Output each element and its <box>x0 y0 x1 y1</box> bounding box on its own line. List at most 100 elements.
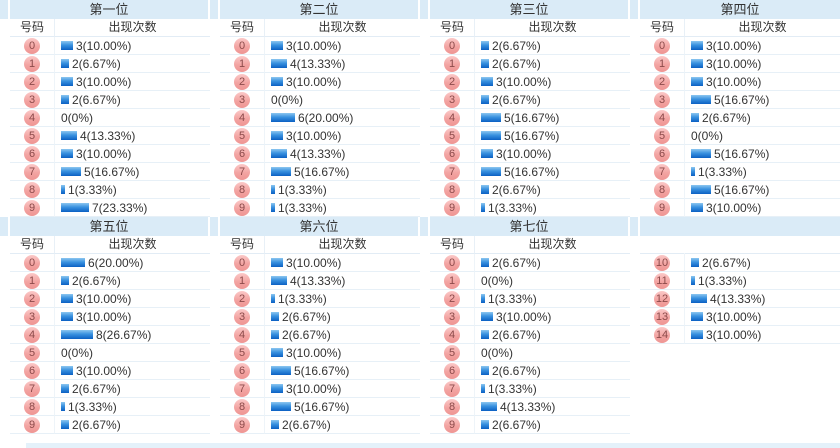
number-column-header: 号码 <box>220 19 265 37</box>
row-spacer <box>0 145 10 163</box>
frequency-label: 3(10.00%) <box>76 74 132 89</box>
count-cell: 2(6.67%) <box>475 362 630 380</box>
frequency-label: 2(6.67%) <box>282 417 331 432</box>
number-row: 8 1(3.33%) <box>210 181 420 199</box>
row-spacer <box>420 199 430 217</box>
section-title-row: 第一位 <box>0 0 210 19</box>
count-cell: 2(6.67%) <box>685 109 840 127</box>
count-cell: 3(10.00%) <box>685 55 840 73</box>
count-cell: 3(10.00%) <box>265 344 420 362</box>
number-cell: 6 <box>430 145 475 163</box>
frequency-bar <box>691 113 699 122</box>
header-spacer <box>210 236 220 254</box>
row-spacer <box>210 199 220 217</box>
number-ball: 5 <box>24 344 40 361</box>
number-ball: 4 <box>24 109 40 126</box>
number-ball: 8 <box>654 181 670 198</box>
row-spacer <box>210 37 220 55</box>
section-header-row: 号码 出现次数 <box>210 19 420 37</box>
row-spacer <box>0 127 10 145</box>
row-spacer <box>420 127 430 145</box>
count-cell: 3(10.00%) <box>55 362 210 380</box>
frequency-label: 0(0%) <box>61 345 94 360</box>
frequency-label: 2(6.67%) <box>72 381 121 396</box>
number-row: 0 3(10.00%) <box>210 254 420 272</box>
count-cell: 5(16.67%) <box>55 163 210 181</box>
number-cell: 4 <box>430 326 475 344</box>
row-spacer <box>210 73 220 91</box>
frequency-bar <box>691 294 707 303</box>
number-row: 7 2(6.67%) <box>0 380 210 398</box>
number-ball: 1 <box>234 55 250 72</box>
number-cell: 14 <box>640 326 685 344</box>
number-cell: 9 <box>430 416 475 434</box>
row-spacer <box>630 163 640 181</box>
section-title-row: 第七位 <box>420 217 630 236</box>
number-ball: 4 <box>234 326 250 343</box>
frequency-label: 1(3.33%) <box>278 182 327 197</box>
count-cell: 0(0%) <box>685 127 840 145</box>
frequency-label: 2(6.67%) <box>492 363 541 378</box>
row-spacer <box>630 272 640 290</box>
frequency-bar <box>61 258 85 267</box>
frequency-bar <box>61 294 73 303</box>
frequency-bar <box>481 203 485 212</box>
frequency-bar <box>61 167 81 176</box>
count-cell: 1(3.33%) <box>475 290 630 308</box>
number-column-header: 号码 <box>10 19 55 37</box>
number-cell: 4 <box>220 109 265 127</box>
frequency-label: 3(10.00%) <box>76 146 132 161</box>
count-cell: 2(6.67%) <box>265 326 420 344</box>
frequency-label: 1(3.33%) <box>488 291 537 306</box>
frequency-label: 2(6.67%) <box>492 92 541 107</box>
number-ball: 5 <box>234 127 250 144</box>
count-cell: 3(10.00%) <box>265 37 420 55</box>
number-row: 2 3(10.00%) <box>0 290 210 308</box>
number-row: 4 6(20.00%) <box>210 109 420 127</box>
frequency-label: 2(6.67%) <box>492 56 541 71</box>
number-row: 0 2(6.67%) <box>420 254 630 272</box>
count-cell: 5(16.67%) <box>475 109 630 127</box>
number-row: 5 0(0%) <box>0 344 210 362</box>
number-ball: 7 <box>24 163 40 180</box>
number-ball: 0 <box>234 37 250 54</box>
row-spacer <box>630 91 640 109</box>
number-row: 7 5(16.67%) <box>420 163 630 181</box>
number-column-header: 号码 <box>220 236 265 254</box>
frequency-label: 5(16.67%) <box>294 164 350 179</box>
count-cell: 3(10.00%) <box>55 145 210 163</box>
number-ball: 7 <box>24 380 40 397</box>
number-cell: 2 <box>430 290 475 308</box>
frequency-label: 4(13.33%) <box>500 399 556 414</box>
title-spacer <box>210 217 220 236</box>
count-cell: 8(26.67%) <box>55 326 210 344</box>
row-spacer <box>420 326 430 344</box>
count-cell: 2(6.67%) <box>55 380 210 398</box>
number-ball: 1 <box>444 272 460 289</box>
number-cell: 5 <box>430 127 475 145</box>
frequency-label: 3(10.00%) <box>286 381 342 396</box>
frequency-label: 1(3.33%) <box>488 200 537 215</box>
count-cell: 2(6.67%) <box>55 55 210 73</box>
row-spacer <box>0 362 10 380</box>
number-row: 0 2(6.67%) <box>420 37 630 55</box>
number-row: 13 3(10.00%) <box>630 308 840 326</box>
number-row: 9 2(6.67%) <box>0 416 210 434</box>
count-cell: 1(3.33%) <box>265 290 420 308</box>
number-cell: 0 <box>430 37 475 55</box>
number-cell: 0 <box>430 254 475 272</box>
row-spacer <box>210 91 220 109</box>
row-spacer <box>210 380 220 398</box>
frequency-label: 5(16.67%) <box>714 146 770 161</box>
number-row: 3 0(0%) <box>210 91 420 109</box>
count-cell: 3(10.00%) <box>685 73 840 91</box>
number-cell: 7 <box>640 163 685 181</box>
number-ball: 10 <box>654 254 670 271</box>
number-row: 1 3(10.00%) <box>630 55 840 73</box>
number-row: 0 6(20.00%) <box>0 254 210 272</box>
number-cell: 2 <box>10 290 55 308</box>
number-cell: 1 <box>640 55 685 73</box>
number-ball: 0 <box>654 37 670 54</box>
number-ball: 11 <box>654 272 670 289</box>
row-spacer <box>630 73 640 91</box>
